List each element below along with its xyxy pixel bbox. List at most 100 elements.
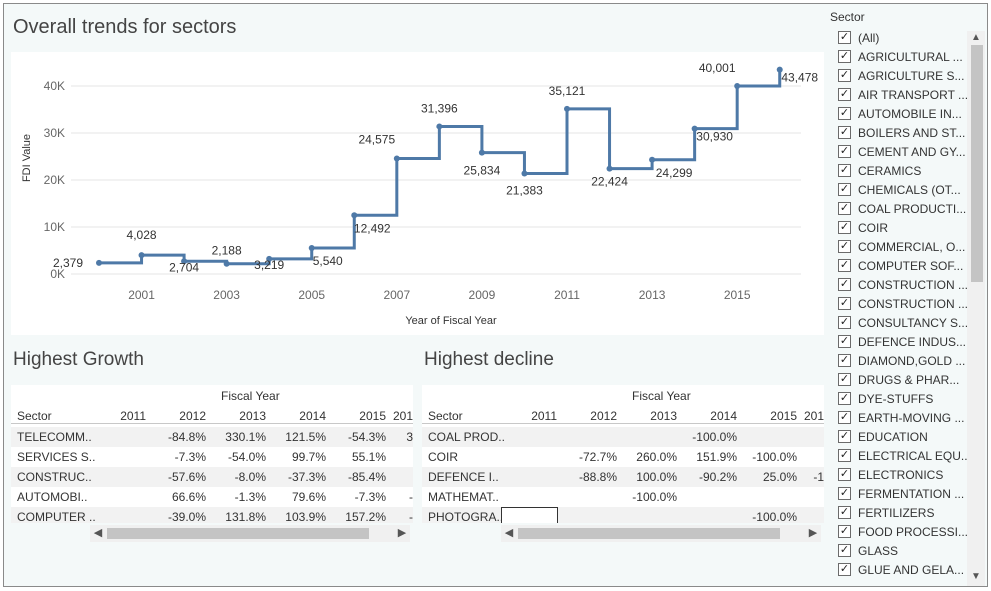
- checkbox-checked-icon[interactable]: ✓: [838, 145, 851, 158]
- checkbox-checked-icon[interactable]: ✓: [838, 31, 851, 44]
- sector-filter-item[interactable]: ✓ FOOD PROCESSI...: [835, 523, 967, 542]
- value-cell: 66.6%: [171, 490, 206, 504]
- sector-filter-item[interactable]: ✓ AGRICULTURE S...: [835, 67, 967, 86]
- sector-filter-scrollbar[interactable]: ▲ ▼: [967, 31, 985, 586]
- sector-filter-item[interactable]: ✓ DRUGS & PHAR...: [835, 371, 967, 390]
- decline-horizontal-scrollbar[interactable]: ◀ ▶: [501, 525, 821, 542]
- sector-filter-item[interactable]: ✓ DIAMOND,GOLD ...: [835, 352, 967, 371]
- sector-filter-item[interactable]: ✓ FERMENTATION ...: [835, 485, 967, 504]
- sector-filter-item-label: CONSTRUCTION ...: [858, 278, 967, 292]
- x-tick-label: 2011: [554, 288, 580, 302]
- sector-filter-item[interactable]: ✓ FERTILIZERS: [835, 504, 967, 523]
- checkbox-checked-icon[interactable]: ✓: [838, 563, 851, 576]
- table-row[interactable]: COAL PROD.. -100.0%: [422, 427, 824, 447]
- value-cell: -39.0%: [167, 510, 206, 523]
- value-cell: -54.3%: [347, 430, 386, 444]
- data-label: 31,396: [421, 101, 458, 115]
- value-cell: -100.0%: [752, 510, 797, 523]
- scroll-down-icon[interactable]: ▼: [971, 571, 981, 582]
- data-point: [138, 252, 145, 259]
- sector-filter-item[interactable]: ✓ CERAMICS: [835, 162, 967, 181]
- sector-filter-item[interactable]: ✓ DEFENCE INDUS...: [835, 333, 967, 352]
- sector-filter-item[interactable]: ✓ ELECTRONICS: [835, 466, 967, 485]
- sector-filter-item[interactable]: ✓ COIR: [835, 219, 967, 238]
- sector-filter-item[interactable]: ✓ AGRICULTURAL ...: [835, 48, 967, 67]
- data-point: [564, 105, 570, 112]
- table-row[interactable]: CONSTRUC.. -57.6% -8.0% -37.3% -85.4%: [11, 467, 413, 487]
- table-row[interactable]: COMPUTER .. -39.0% 131.8% 103.9% 157.2% -: [11, 507, 413, 523]
- checkbox-checked-icon[interactable]: ✓: [838, 430, 851, 443]
- checkbox-checked-icon[interactable]: ✓: [838, 487, 851, 500]
- trends-chart[interactable]: 0K 10K 20K 30K 40K 2001 2003 2005 2007 2009 2011 20…: [11, 52, 824, 335]
- scroll-left-icon[interactable]: ◀: [93, 527, 103, 539]
- checkbox-checked-icon[interactable]: ✓: [838, 544, 851, 557]
- table-row[interactable]: PHOTOGRA.. -100.0%: [422, 507, 824, 523]
- trends-title: Overall trends for sectors: [13, 16, 237, 38]
- sector-filter-title: Sector: [830, 10, 865, 24]
- checkbox-checked-icon[interactable]: ✓: [838, 202, 851, 215]
- sector-filter-item[interactable]: ✓ CONSULTANCY S...: [835, 314, 967, 333]
- checkbox-checked-icon[interactable]: ✓: [838, 506, 851, 519]
- checkbox-checked-icon[interactable]: ✓: [838, 335, 851, 348]
- table-row[interactable]: MATHEMAT.. -100.0%: [422, 487, 824, 507]
- checkbox-checked-icon[interactable]: ✓: [838, 69, 851, 82]
- scroll-up-icon[interactable]: ▲: [971, 32, 981, 43]
- checkbox-checked-icon[interactable]: ✓: [838, 354, 851, 367]
- checkbox-checked-icon[interactable]: ✓: [838, 468, 851, 481]
- checkbox-checked-icon[interactable]: ✓: [838, 126, 851, 139]
- sector-filter-item[interactable]: ✓ (All): [835, 29, 967, 48]
- sector-filter-item[interactable]: ✓ GLUE AND GELA...: [835, 561, 967, 580]
- sector-filter-scroll-thumb[interactable]: [971, 45, 983, 282]
- growth-horizontal-scrollbar[interactable]: ◀ ▶: [90, 525, 410, 542]
- data-label: 24,575: [358, 132, 395, 146]
- sector-filter-item[interactable]: ✓ CHEMICALS (OT...: [835, 181, 967, 200]
- scroll-left-icon[interactable]: ◀: [504, 527, 514, 539]
- selected-cell[interactable]: [501, 507, 558, 523]
- sector-filter-item[interactable]: ✓ ELECTRICAL EQU...: [835, 447, 967, 466]
- scroll-right-icon[interactable]: ▶: [808, 527, 818, 539]
- checkbox-checked-icon[interactable]: ✓: [838, 411, 851, 424]
- checkbox-checked-icon[interactable]: ✓: [838, 183, 851, 196]
- table-row[interactable]: TELECOMM.. -84.8% 330.1% 121.5% -54.3% 3: [11, 427, 413, 447]
- sector-filter-item[interactable]: ✓ DYE-STUFFS: [835, 390, 967, 409]
- checkbox-checked-icon[interactable]: ✓: [838, 316, 851, 329]
- sector-filter-item[interactable]: ✓ COMPUTER SOF...: [835, 257, 967, 276]
- sector-filter-item-label: EDUCATION: [858, 430, 928, 444]
- sector-filter-item[interactable]: ✓ EARTH-MOVING ...: [835, 409, 967, 428]
- value-cell: 3: [406, 430, 413, 444]
- checkbox-checked-icon[interactable]: ✓: [838, 392, 851, 405]
- scroll-right-icon[interactable]: ▶: [397, 527, 407, 539]
- sector-filter-item[interactable]: ✓ BOILERS AND ST...: [835, 124, 967, 143]
- checkbox-checked-icon[interactable]: ✓: [838, 164, 851, 177]
- sector-filter-item[interactable]: ✓ AUTOMOBILE IN...: [835, 105, 967, 124]
- trends-chart-svg[interactable]: 0K 10K 20K 30K 40K 2001 2003 2005 2007 2009 2011 20…: [11, 52, 824, 335]
- decline-scroll-thumb[interactable]: [518, 528, 780, 539]
- checkbox-checked-icon[interactable]: ✓: [838, 259, 851, 272]
- checkbox-checked-icon[interactable]: ✓: [838, 525, 851, 538]
- sector-filter-item[interactable]: ✓ CONSTRUCTION ...: [835, 276, 967, 295]
- checkbox-checked-icon[interactable]: ✓: [838, 107, 851, 120]
- data-label: 5,540: [313, 254, 343, 268]
- table-row[interactable]: DEFENCE I.. -88.8% 100.0% -90.2% 25.0% -1: [422, 467, 824, 487]
- sector-filter-item[interactable]: ✓ COAL PRODUCTI...: [835, 200, 967, 219]
- sector-filter-item[interactable]: ✓ CONSTRUCTION ...: [835, 295, 967, 314]
- sector-filter-item[interactable]: ✓ CEMENT AND GY...: [835, 143, 967, 162]
- checkbox-checked-icon[interactable]: ✓: [838, 278, 851, 291]
- checkbox-checked-icon[interactable]: ✓: [838, 449, 851, 462]
- table-row[interactable]: SERVICES S.. -7.3% -54.0% 99.7% 55.1%: [11, 447, 413, 467]
- sector-filter-item[interactable]: ✓ GLASS: [835, 542, 967, 561]
- table-row[interactable]: AUTOMOBI.. 66.6% -1.3% 79.6% -7.3% -: [11, 487, 413, 507]
- checkbox-checked-icon[interactable]: ✓: [838, 88, 851, 101]
- growth-scroll-thumb[interactable]: [107, 528, 369, 539]
- sector-filter-item[interactable]: ✓ EDUCATION: [835, 428, 967, 447]
- checkbox-checked-icon[interactable]: ✓: [838, 240, 851, 253]
- checkbox-checked-icon[interactable]: ✓: [838, 297, 851, 310]
- x-tick-label: 2009: [469, 288, 496, 302]
- table-row[interactable]: COIR -72.7% 260.0% 151.9% -100.0%: [422, 447, 824, 467]
- sector-filter-item[interactable]: ✓ AIR TRANSPORT ...: [835, 86, 967, 105]
- checkbox-checked-icon[interactable]: ✓: [838, 50, 851, 63]
- growth-year-header: 2011: [120, 409, 146, 423]
- checkbox-checked-icon[interactable]: ✓: [838, 373, 851, 386]
- sector-filter-item[interactable]: ✓ COMMERCIAL, O...: [835, 238, 967, 257]
- checkbox-checked-icon[interactable]: ✓: [838, 221, 851, 234]
